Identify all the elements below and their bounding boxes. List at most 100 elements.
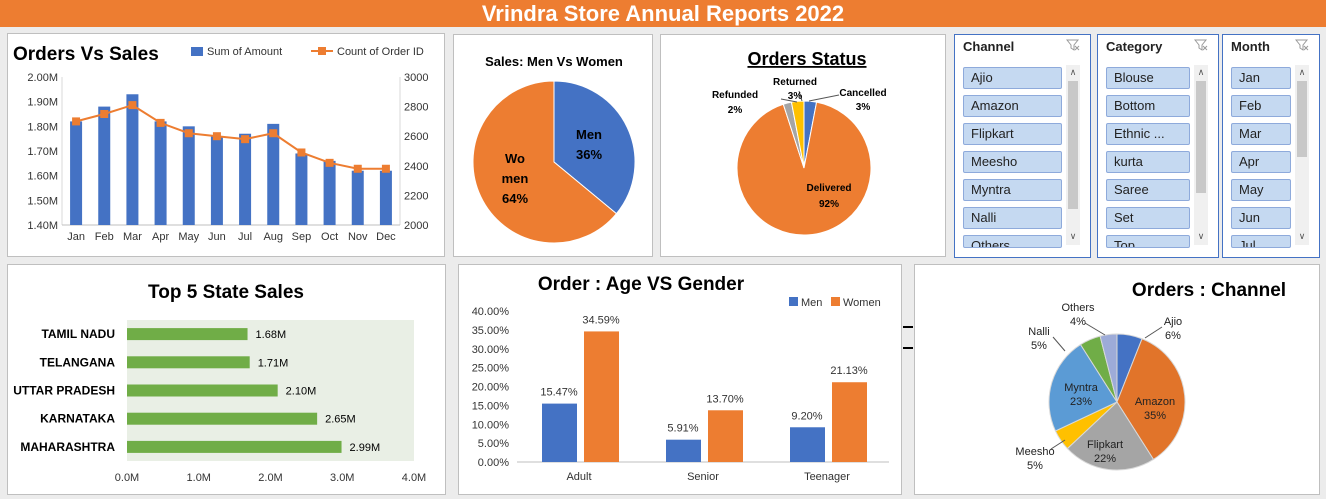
legend-swatch-amount [191,47,203,56]
slicer-item-flipkart[interactable]: Flipkart [963,123,1062,145]
slicer-scrollbar[interactable]: ∧ ∨ [1066,65,1080,245]
data-label: 5.91% [667,423,698,435]
slicer-item-meesho[interactable]: Meesho [963,151,1062,173]
y-tick-label-right: 2200 [404,190,428,202]
orders-vs-sales-chart: Orders Vs Sales Sum of Amount Count of Ord… [13,44,428,243]
y-tick-label: KARNATAKA [40,412,115,426]
bar [267,123,280,225]
slice-label-women: men [502,171,529,186]
slicer-item-feb[interactable]: Feb [1231,95,1291,117]
x-tick-label: May [178,231,199,243]
slicer-item-may[interactable]: May [1231,179,1291,201]
bar [182,126,195,225]
legend-label: Count of Order ID [337,46,424,58]
bar-men [666,439,701,462]
line-point [212,132,221,141]
clear-filter-icon[interactable] [1193,39,1208,54]
slice-label-cancelled: Cancelled [839,88,886,99]
slice-pct-others: 4% [1070,316,1086,328]
slicer-item-mar[interactable]: Mar [1231,123,1291,145]
scroll-down-icon[interactable]: ∨ [1069,231,1077,241]
data-label: 34.59% [582,314,620,326]
y-tick-label: 20.00% [472,382,510,394]
line-point [100,110,109,118]
data-label: 13.70% [706,393,744,405]
age-vs-gender-panel: Order : Age VS Gender Men Women 0.00% 5.00% 1… [458,264,902,495]
y-tick-label-right: 2600 [404,131,428,143]
clear-filter-icon[interactable] [1065,39,1080,54]
x-tick-label: Oct [321,231,338,243]
dashboard-title: Vrindra Store Annual Reports 2022 [0,0,1326,27]
slice-pct-refunded: 2% [728,105,743,116]
bar [98,106,111,225]
orders-vs-sales-panel: Orders Vs Sales Sum of Amount Count of Ord… [7,33,445,257]
y-tick-label: 1.50M [27,195,58,207]
slicer-item-jun[interactable]: Jun [1231,207,1291,229]
scroll-up-icon[interactable]: ∧ [1298,67,1306,77]
y-tick-label: 40.00% [472,306,510,318]
slicer-item-blouse[interactable]: Blouse [1106,67,1190,89]
slicer-item-kurta[interactable]: kurta [1106,151,1190,173]
bar [127,440,342,453]
line-point [381,164,390,173]
scroll-up-icon[interactable]: ∧ [1197,67,1205,77]
chart-title: Orders Status [747,49,866,69]
x-tick-label: Adult [566,471,591,483]
slice-pct-ajio: 6% [1165,330,1181,342]
channel-slicer[interactable]: Channel Ajio Amazon Flipkart Meesho Myntra Nal… [954,34,1091,258]
bar [351,170,364,225]
data-label: 1.68M [256,329,287,341]
slicer-item-bottom[interactable]: Bottom [1106,95,1190,117]
scroll-down-icon[interactable]: ∨ [1197,231,1205,241]
slicer-item-myntra[interactable]: Myntra [963,179,1062,201]
slicer-item-apr[interactable]: Apr [1231,151,1291,173]
bar [127,328,248,341]
month-slicer[interactable]: Month Jan Feb Mar Apr May Jun Jul ∧ ∨ [1222,34,1320,258]
data-label: 1.71M [258,357,289,369]
slicer-item-set[interactable]: Set [1106,207,1190,229]
data-label: 9.20% [791,410,822,422]
slicer-item-top[interactable]: Top [1106,235,1190,248]
slice-pct-women: 64% [502,191,528,206]
legend-label: Women [843,297,881,309]
pie-slice-women [472,80,618,244]
data-label: 2.10M [286,386,317,398]
slicer-item-nalli[interactable]: Nalli [963,207,1062,229]
category-slicer[interactable]: Category Blouse Bottom Ethnic ... kurta Saree… [1097,34,1219,258]
slicer-item-ethnic[interactable]: Ethnic ... [1106,123,1190,145]
bar-men [542,403,577,462]
slicer-item-jul[interactable]: Jul [1231,235,1291,248]
orders-channel-panel: Orders : Channel Ajio 6% Amazon 35% Flipkart 2… [914,264,1320,495]
orders-status-panel: Orders Status Cancelled 3% Refunded 2% Return… [660,34,946,257]
chart-title: Orders : Channel [1132,280,1286,301]
slicer-item-ajio[interactable]: Ajio [963,67,1062,89]
scrollbar-thumb[interactable] [1068,81,1078,209]
line-point [297,148,306,157]
slice-label-amazon: Amazon [1135,396,1175,408]
clear-filter-icon[interactable] [1294,39,1309,54]
y-tick-label: 5.00% [478,438,509,450]
slicer-item-jan[interactable]: Jan [1231,67,1291,89]
scroll-up-icon[interactable]: ∧ [1069,67,1077,77]
scrollbar-thumb[interactable] [1196,81,1206,193]
slicer-title: Month [1231,39,1270,54]
orders-line [75,104,386,170]
men-vs-women-panel: Sales: Men Vs Women Men 36% Wo men 64% [453,34,653,257]
slicer-scrollbar[interactable]: ∧ ∨ [1194,65,1208,245]
legend-marker [318,47,326,55]
slicer-item-others[interactable]: Others [963,235,1062,248]
x-tick-label: Jan [67,231,85,243]
pie-slice-myntra [1048,343,1118,432]
bar [239,133,252,225]
chart-title: Top 5 State Sales [148,282,304,303]
scroll-down-icon[interactable]: ∨ [1298,231,1306,241]
slicer-item-saree[interactable]: Saree [1106,179,1190,201]
scrollbar-thumb[interactable] [1297,81,1307,157]
data-label: 15.47% [540,387,578,399]
divider-mark [903,326,913,328]
slicer-item-amazon[interactable]: Amazon [963,95,1062,117]
x-tick-label: 2.0M [258,472,282,484]
x-tick-label: 0.0M [115,472,139,484]
slicer-scrollbar[interactable]: ∧ ∨ [1295,65,1309,245]
bar [295,153,308,225]
